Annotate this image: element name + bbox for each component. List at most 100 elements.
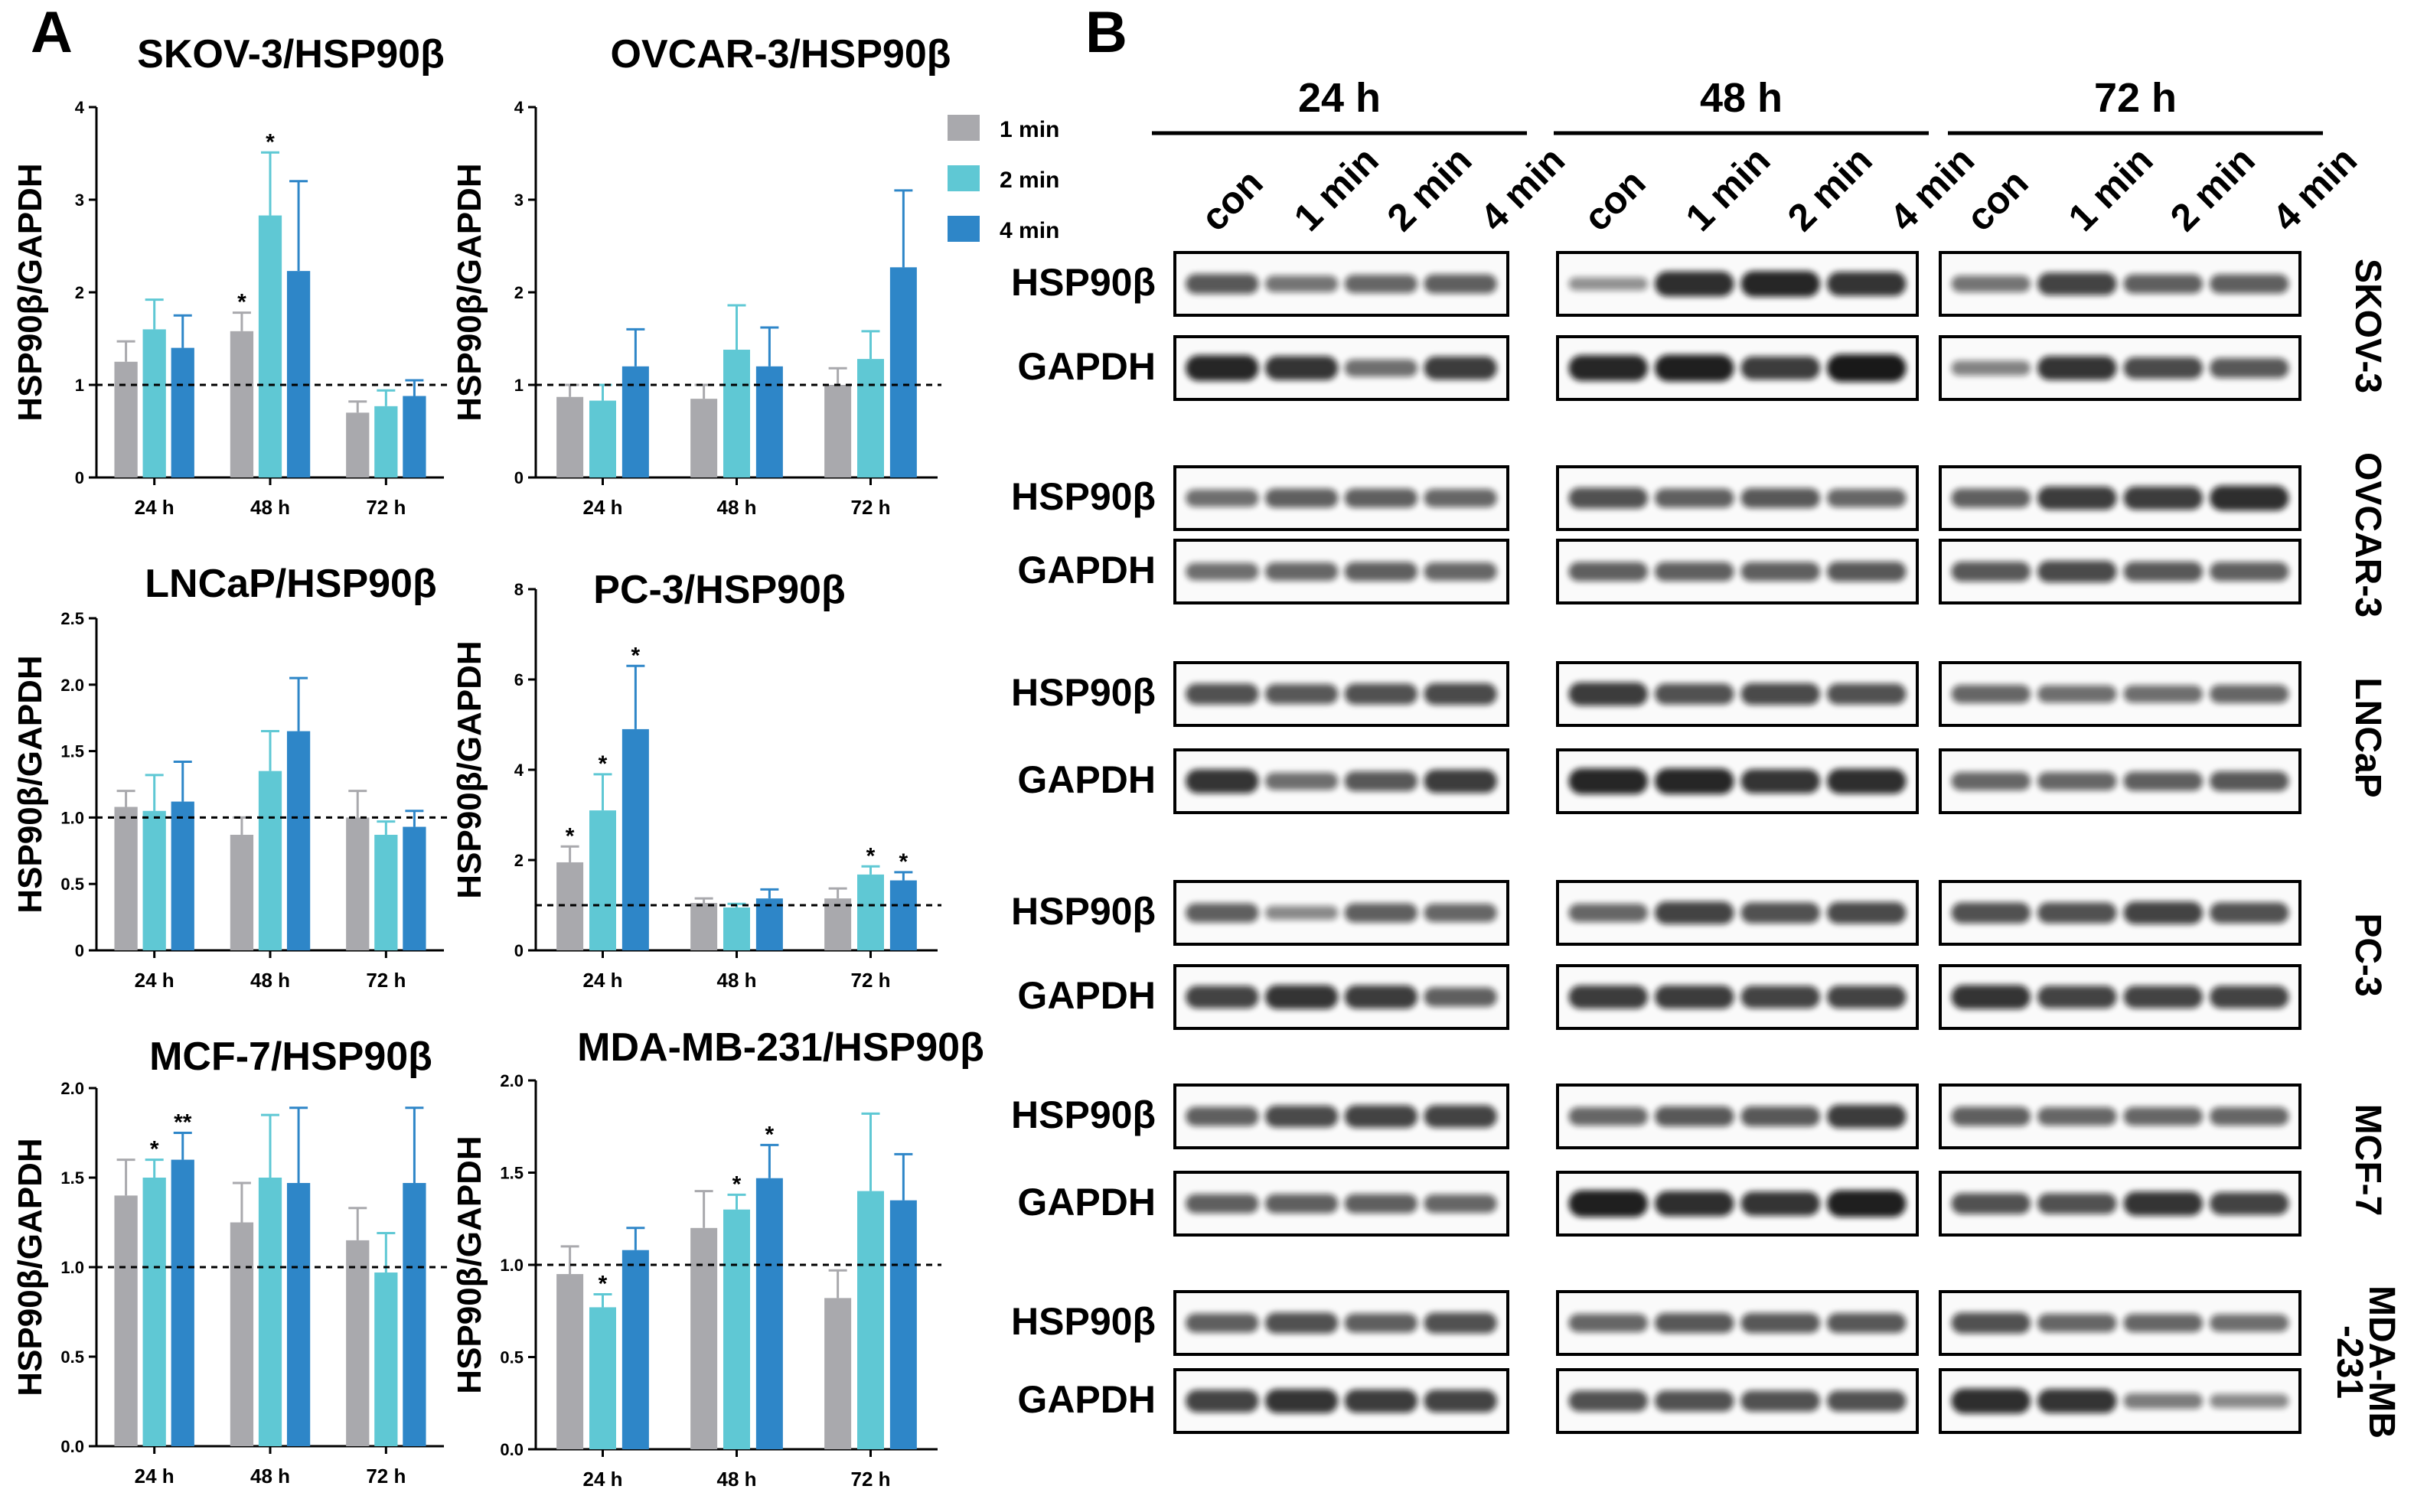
blot-band — [1424, 356, 1497, 380]
blot-band — [1951, 488, 2031, 508]
bar — [142, 1178, 166, 1446]
significance-marker: * — [150, 1137, 159, 1162]
y-tick-label: 8 — [514, 580, 524, 599]
blot-band — [1344, 903, 1418, 923]
blot-band — [2037, 902, 2117, 924]
y-tick-label: 0.5 — [500, 1348, 524, 1367]
legend-label: 4 min — [1000, 218, 1059, 243]
blot-band — [1740, 487, 1820, 509]
bar — [258, 215, 282, 477]
bar — [723, 1209, 750, 1449]
timepoint-label: 72 h — [2094, 75, 2177, 121]
blot-band — [1740, 1312, 1820, 1334]
bar — [889, 267, 917, 477]
chart-title: OVCAR-3/HSP90β — [611, 32, 951, 77]
blot-band — [1740, 562, 1820, 582]
y-tick-label: 1 — [514, 376, 524, 395]
lane-label: 1 min — [1286, 138, 1387, 240]
protein-label: GAPDH — [1017, 1378, 1156, 1421]
y-axis-label: HSP90β/GAPDH — [451, 163, 488, 421]
bar-chart-5: MCF-7/HSP90β HSP90β/GAPDH 0.0 0.5 1.0 1.5 2.0 2… — [11, 1035, 448, 1488]
bar — [556, 396, 584, 477]
blot-band — [1951, 1388, 2031, 1414]
blot-band — [1951, 1312, 2031, 1334]
y-tick-label: 6 — [514, 670, 524, 689]
significance-marker: * — [765, 1122, 775, 1147]
lane-label: 1 min — [1678, 138, 1779, 240]
bar — [824, 898, 852, 950]
bar — [403, 396, 426, 477]
blot-band — [1827, 561, 1907, 582]
bar — [723, 907, 750, 950]
x-tick-label: 24 h — [582, 496, 622, 519]
blot-band — [2037, 272, 2117, 295]
y-tick-label: 1 — [75, 376, 84, 395]
blot-band — [1424, 769, 1497, 793]
bar — [889, 1200, 917, 1449]
bar — [589, 810, 616, 950]
protein-label: HSP90β — [1011, 261, 1156, 304]
bar — [346, 817, 370, 950]
y-tick-label: 1.5 — [60, 1168, 84, 1188]
protein-label: GAPDH — [1017, 549, 1156, 591]
blot-band — [1655, 271, 1734, 297]
chart-title: MDA-MB-231/HSP90β — [577, 1025, 984, 1070]
blot-band — [1424, 987, 1497, 1007]
blot-band — [1951, 772, 2031, 790]
x-tick-label: 48 h — [716, 496, 756, 519]
bar — [258, 771, 282, 950]
cell-line-label: OVCAR-3 — [2347, 452, 2388, 618]
blot-band — [2037, 1193, 2117, 1214]
bar — [403, 826, 426, 950]
blot-band — [1424, 562, 1497, 581]
blot-band — [1951, 685, 2031, 703]
blot-cell-line-4: HSP90β GAPDH PC-3 — [1011, 880, 2388, 1030]
blot-band — [1344, 562, 1418, 582]
blot-band — [2210, 357, 2289, 379]
blot-band — [2123, 357, 2203, 380]
blot-band — [1655, 901, 1734, 924]
x-tick-label: 48 h — [716, 969, 756, 992]
blot-band — [1951, 1106, 2031, 1126]
x-tick-label: 24 h — [135, 1465, 175, 1488]
x-tick-label: 72 h — [366, 496, 406, 519]
blot-band — [1827, 354, 1907, 382]
blot-band — [1568, 1107, 1648, 1126]
blot-band — [2037, 560, 2117, 583]
blot-band — [2123, 1314, 2203, 1332]
blot-band — [1264, 905, 1339, 921]
bar — [346, 412, 370, 477]
bar — [857, 1191, 884, 1449]
blot-band — [1186, 273, 1259, 295]
blot-band — [1344, 1105, 1418, 1128]
blot-cell-line-2: HSP90β GAPDH OVCAR-3 — [1011, 452, 2388, 618]
bar — [824, 385, 852, 477]
blot-band — [1740, 769, 1820, 793]
lane-label: 4 min — [2264, 138, 2365, 240]
blot-band — [2037, 1107, 2117, 1126]
blot-band — [1655, 1191, 1734, 1217]
lane-label: 2 min — [1379, 138, 1480, 240]
panel-label-b: B — [1085, 0, 1127, 65]
x-tick-label: 72 h — [366, 969, 406, 992]
blot-band — [2037, 986, 2117, 1009]
y-tick-label: 4 — [514, 761, 524, 780]
y-tick-label: 2 — [514, 851, 524, 870]
blot-band — [1344, 275, 1418, 293]
blot-band — [1951, 275, 2031, 292]
lane-label: 2 min — [2162, 138, 2263, 240]
protein-label: GAPDH — [1017, 345, 1156, 388]
blot-band — [1568, 904, 1648, 922]
protein-label: GAPDH — [1017, 758, 1156, 801]
blot-band — [2210, 771, 2289, 792]
blot-band — [1186, 683, 1259, 705]
blot-band — [1655, 985, 1734, 1009]
blot-band — [2123, 901, 2203, 924]
blot-band — [1186, 562, 1259, 581]
blot-band — [1186, 1106, 1259, 1126]
bar — [374, 834, 398, 950]
blot-band — [1827, 272, 1907, 296]
blot-band — [1568, 355, 1648, 381]
y-axis-label: HSP90β/GAPDH — [11, 655, 49, 913]
